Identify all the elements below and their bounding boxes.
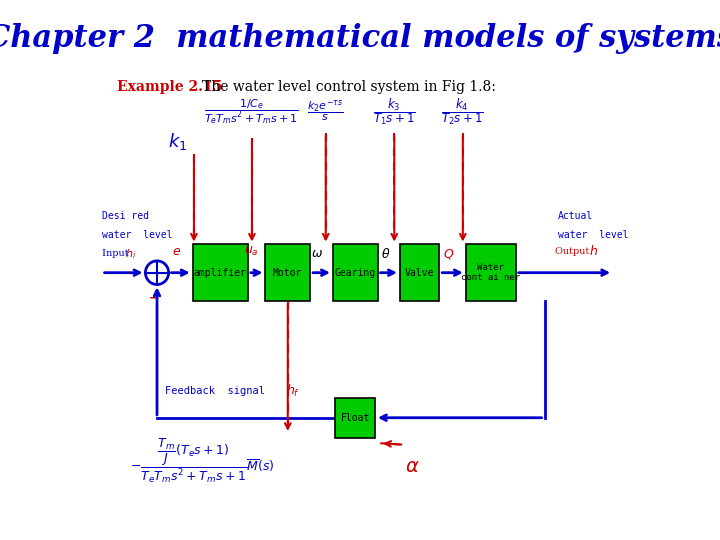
Text: $\dfrac{k_3}{T_1s+1}$: $\dfrac{k_3}{T_1s+1}$ — [373, 96, 415, 127]
Text: $\omega$: $\omega$ — [312, 247, 323, 260]
Text: water  level: water level — [102, 230, 172, 240]
Text: Output: Output — [555, 247, 595, 256]
FancyBboxPatch shape — [336, 397, 375, 438]
Text: Input: Input — [102, 249, 135, 258]
Text: $u_a$: $u_a$ — [244, 245, 258, 258]
Text: $h_i$: $h_i$ — [125, 247, 137, 261]
Text: Chapter 2  mathematical models of systems: Chapter 2 mathematical models of systems — [0, 24, 720, 55]
Text: $\theta$: $\theta$ — [381, 247, 390, 261]
Text: Feedback  signal: Feedback signal — [165, 386, 277, 396]
FancyBboxPatch shape — [466, 245, 516, 301]
FancyBboxPatch shape — [193, 245, 248, 301]
Text: water  level: water level — [558, 230, 629, 240]
Text: amplifier: amplifier — [194, 268, 247, 278]
Text: $h_f$: $h_f$ — [286, 383, 300, 399]
FancyBboxPatch shape — [266, 245, 310, 301]
Text: Desi red: Desi red — [102, 211, 148, 221]
Text: Water
cont ai ner: Water cont ai ner — [462, 263, 521, 282]
Text: $Q$: $Q$ — [444, 247, 454, 261]
Text: $\dfrac{k_4}{T_2s+1}$: $\dfrac{k_4}{T_2s+1}$ — [441, 96, 484, 127]
Text: −: − — [149, 292, 160, 305]
Text: $\alpha$: $\alpha$ — [405, 457, 420, 476]
Text: $\boldsymbol{k_1}$: $\boldsymbol{k_1}$ — [168, 131, 188, 152]
Text: $\dfrac{1/C_e}{T_eT_ms^2+T_ms+1}$: $\dfrac{1/C_e}{T_eT_ms^2+T_ms+1}$ — [204, 97, 300, 126]
Text: Example 2.15: Example 2.15 — [117, 80, 223, 94]
Text: Motor: Motor — [273, 268, 302, 278]
Text: $\dfrac{k_2 e^{-\tau s}}{s}$: $\dfrac{k_2 e^{-\tau s}}{s}$ — [307, 99, 344, 124]
Text: Valve: Valve — [405, 268, 434, 278]
Text: $h$: $h$ — [590, 244, 598, 258]
Text: $e$: $e$ — [172, 245, 181, 258]
FancyBboxPatch shape — [400, 245, 439, 301]
Text: The water level control system in Fig 1.8:: The water level control system in Fig 1.… — [202, 80, 495, 94]
FancyBboxPatch shape — [333, 245, 378, 301]
Text: Float: Float — [341, 413, 370, 423]
Text: $-\dfrac{\dfrac{T_m}{J}(T_es+1)}{T_eT_ms^2+T_ms+1}\overline{M}(s)$: $-\dfrac{\dfrac{T_m}{J}(T_es+1)}{T_eT_ms… — [130, 437, 274, 485]
Text: Actual: Actual — [558, 211, 593, 221]
Text: Gearing: Gearing — [335, 268, 376, 278]
